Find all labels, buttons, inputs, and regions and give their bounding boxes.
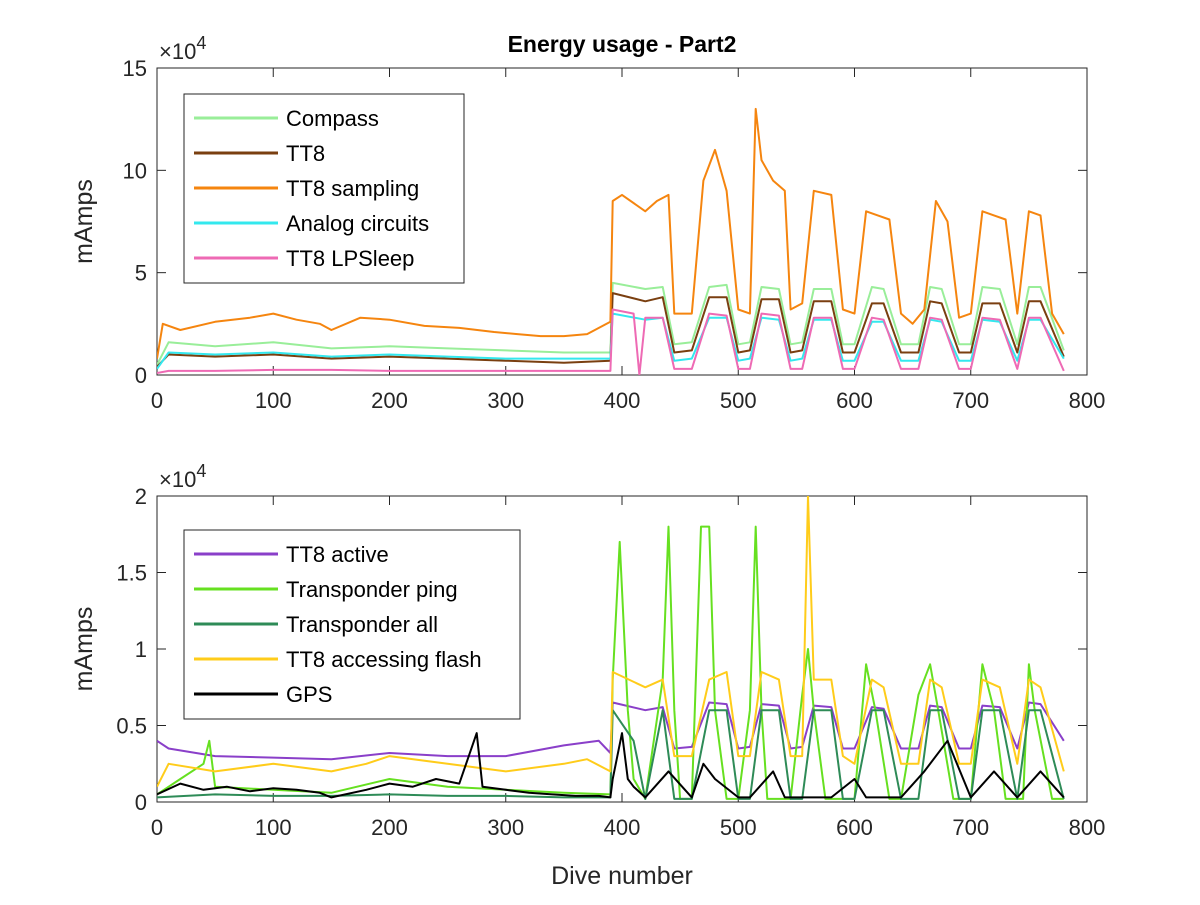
- y-tick-label: 0: [135, 790, 147, 815]
- x-tick-label: 700: [952, 815, 989, 840]
- series-line-compass: [157, 281, 1065, 366]
- y-exponent-label: ×104: [159, 461, 206, 492]
- y-exponent-power: 4: [196, 33, 206, 53]
- legend-label: GPS: [286, 682, 332, 707]
- y-tick-label: 5: [135, 261, 147, 286]
- y-axis-label: mAmps: [70, 179, 98, 264]
- y-tick-label: 2: [135, 484, 147, 509]
- y-tick-label: 10: [123, 158, 147, 183]
- series-line-tt8-lpsleep: [157, 308, 1065, 375]
- x-tick-label: 100: [255, 388, 292, 413]
- x-tick-label: 800: [1069, 388, 1106, 413]
- x-tick-label: 0: [151, 815, 163, 840]
- x-axis-label: Dive number: [551, 862, 693, 890]
- y-tick-label: 1.5: [116, 561, 147, 586]
- legend-box: [183, 93, 465, 284]
- series-line-tt8-accessing-flash: [157, 496, 1065, 788]
- series-line-transponder-all: [157, 709, 1065, 800]
- x-tick-label: 400: [604, 815, 641, 840]
- x-tick-label: 600: [836, 388, 873, 413]
- legend-label: Analog circuits: [286, 211, 429, 236]
- bottom-panel: 0 100 200 300 400 500 600 700 800 0 0.5 1 1.5 2 ×104 mA…: [70, 461, 1105, 840]
- legend-label: TT8: [286, 141, 325, 166]
- x-tick-label: 100: [255, 815, 292, 840]
- x-tick-label: 300: [487, 388, 524, 413]
- x-tick-label: 600: [836, 815, 873, 840]
- legend-label: Transponder ping: [286, 577, 458, 602]
- series-line-tt8: [157, 292, 1065, 368]
- x-tick-label: 500: [720, 815, 757, 840]
- y-exponent-label: ×104: [159, 33, 206, 64]
- series-group: [157, 496, 1065, 800]
- x-tick-label: 700: [952, 388, 989, 413]
- y-tick-label: 15: [123, 56, 147, 81]
- series-line-gps: [157, 732, 1065, 799]
- x-tick-label: 800: [1069, 815, 1106, 840]
- legend-label: Compass: [286, 106, 379, 131]
- x-tick-label: 400: [604, 388, 641, 413]
- x-tick-label: 200: [371, 815, 408, 840]
- x-tick-label: 0: [151, 388, 163, 413]
- y-tick-label: 0: [135, 363, 147, 388]
- series-line-tt8-sampling: [157, 107, 1065, 359]
- x-tick-label: 200: [371, 388, 408, 413]
- x-tick-label: 500: [720, 388, 757, 413]
- y-tick-label: 0.5: [116, 714, 147, 739]
- series-line-tt8-active: [157, 701, 1065, 761]
- y-exponent-base: ×10: [159, 39, 196, 64]
- chart-title: Energy usage - Part2: [508, 31, 737, 57]
- series-group: [157, 107, 1065, 375]
- y-exponent-base: ×10: [159, 467, 196, 492]
- legend-label: TT8 LPSleep: [286, 246, 414, 271]
- x-tick-label: 300: [487, 815, 524, 840]
- legend-label: TT8 accessing flash: [286, 647, 482, 672]
- y-exponent-power: 4: [196, 461, 206, 481]
- top-panel: 0 100 200 300 400 500 600 700 800 0 5 10 15 ×104 mAmps…: [70, 33, 1105, 413]
- legend-label: Transponder all: [286, 612, 438, 637]
- legend-label: TT8 active: [286, 542, 389, 567]
- y-tick-label: 1: [135, 637, 147, 662]
- y-axis-label: mAmps: [70, 607, 98, 692]
- legend-label: TT8 sampling: [286, 176, 419, 201]
